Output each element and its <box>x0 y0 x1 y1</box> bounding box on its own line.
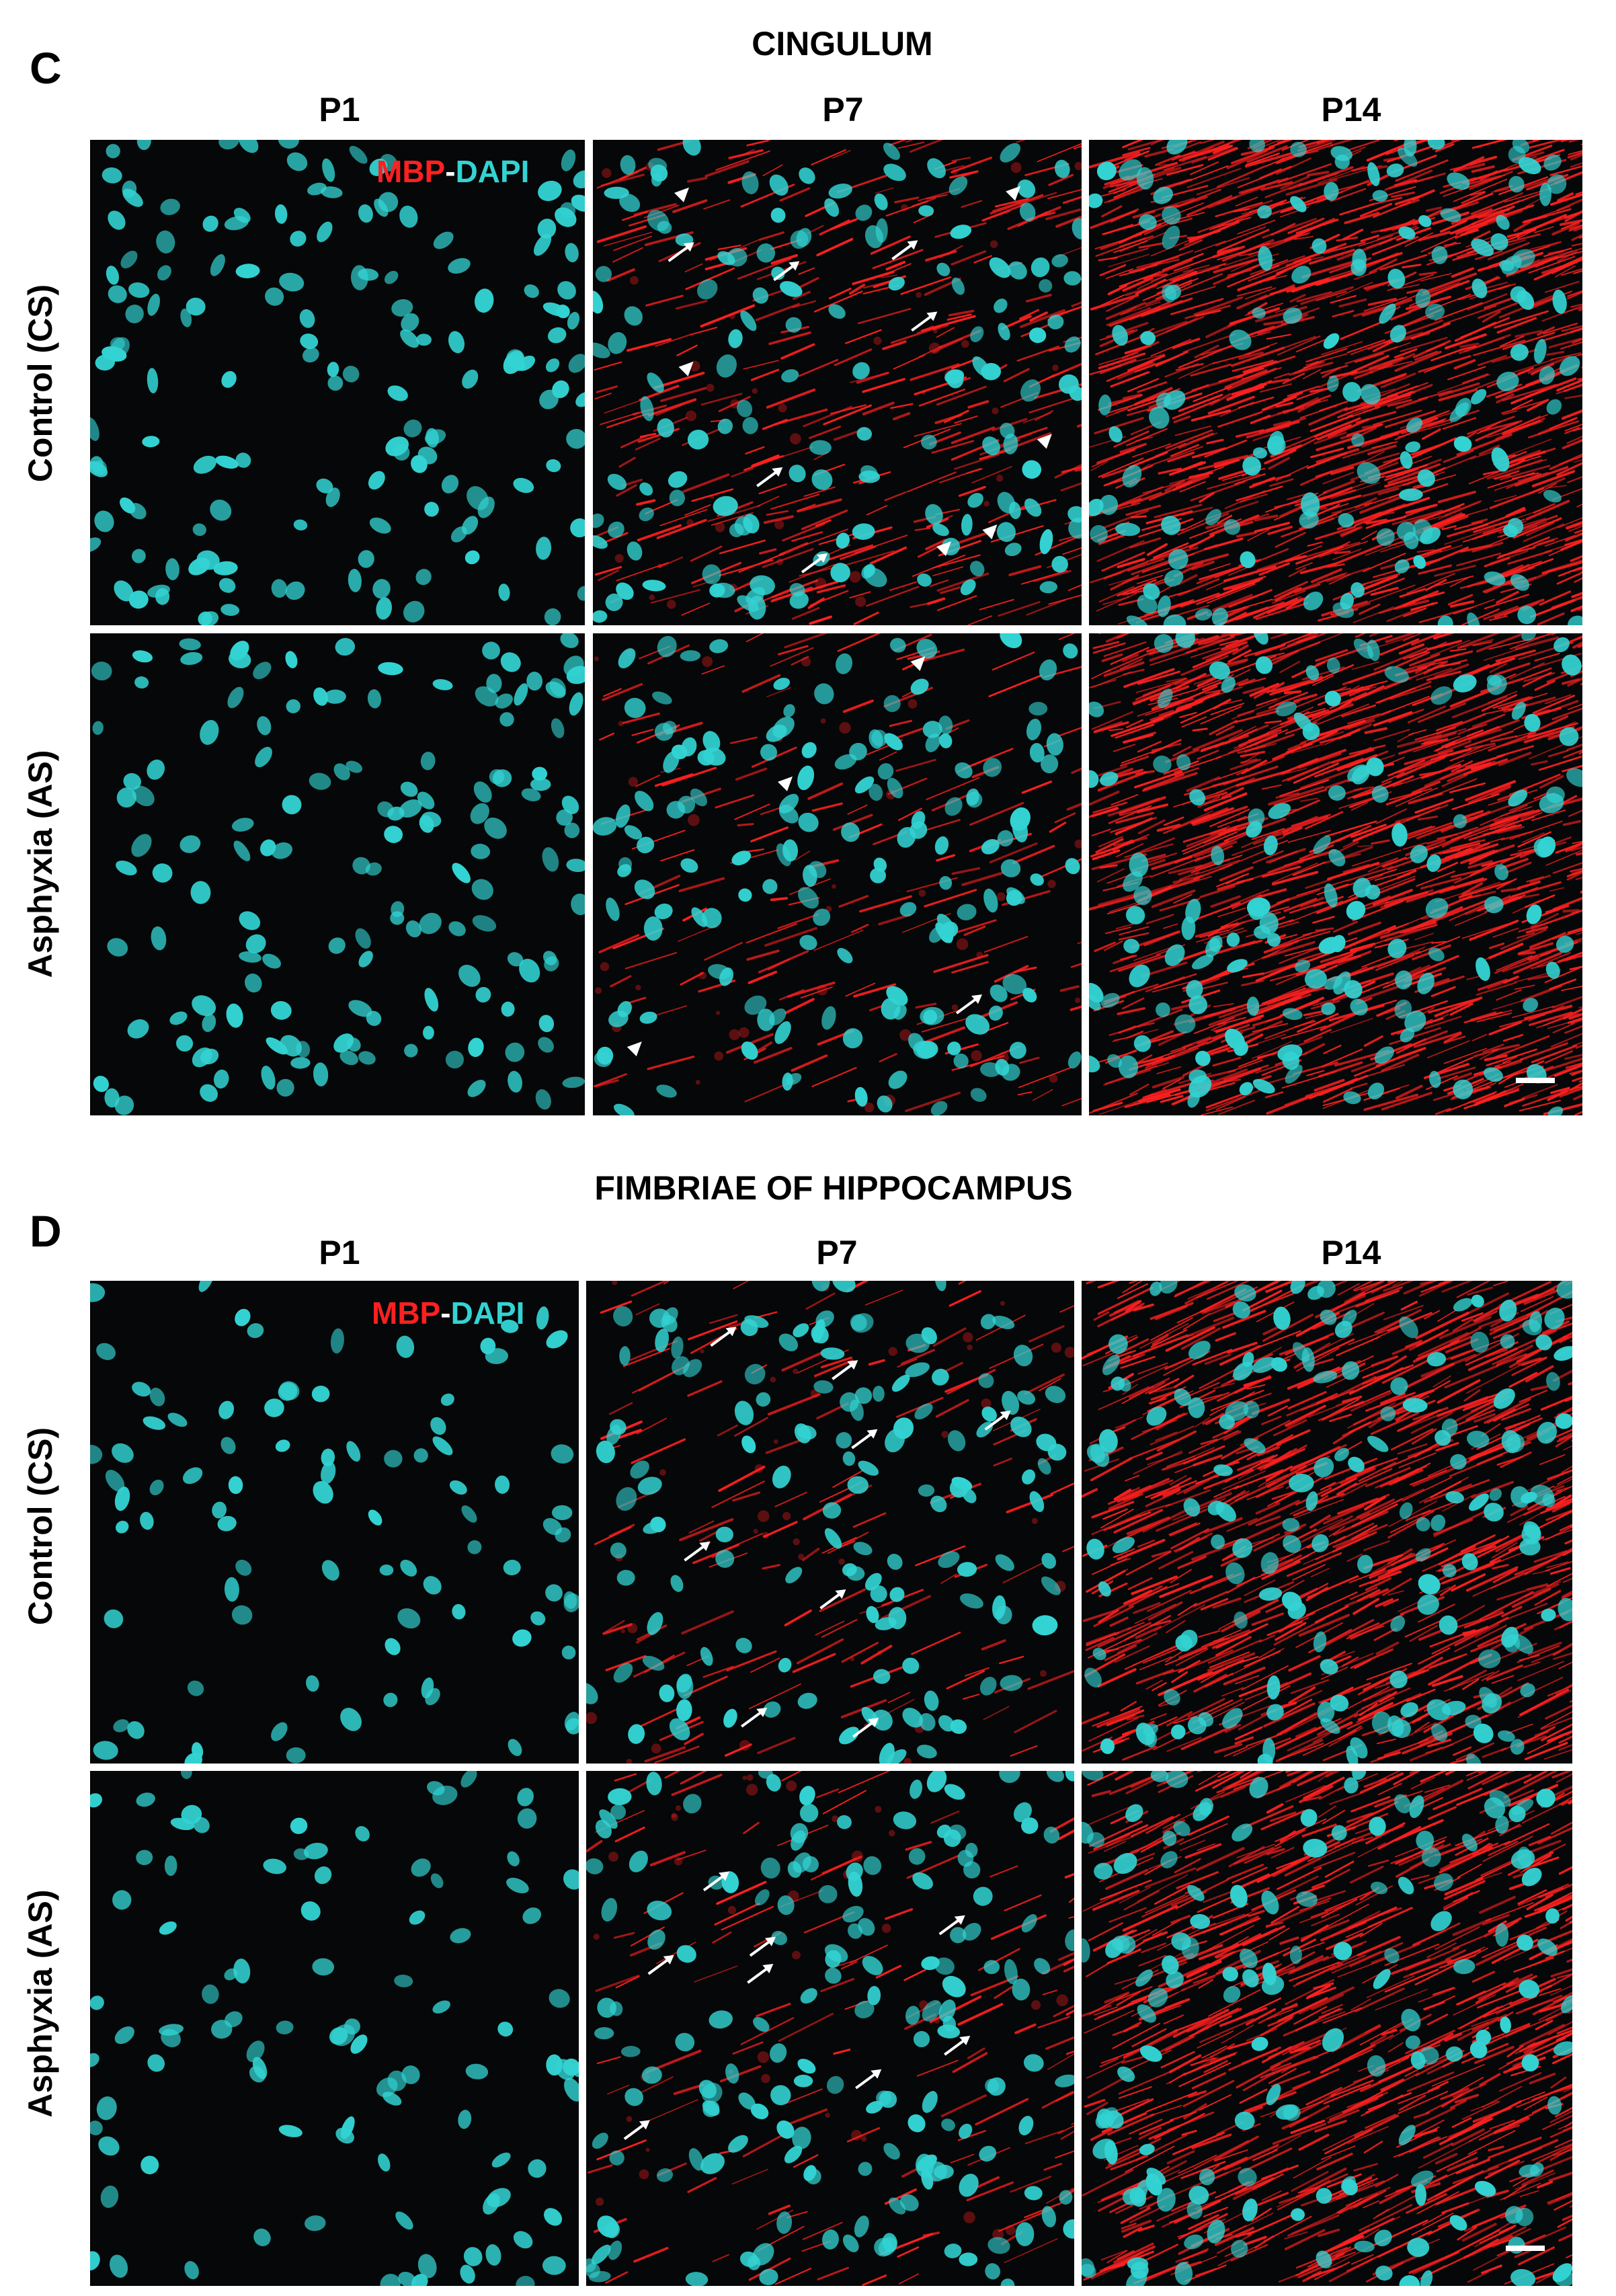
micrograph-drawing <box>90 1771 579 2286</box>
micrograph-drawing <box>90 140 585 625</box>
section-title-fimbriae: FIMBRIAE OF HIPPOCAMPUS <box>594 1169 1073 1207</box>
micrograph-d-asphyxia-p14 <box>1082 1771 1572 2286</box>
micrograph-drawing <box>593 140 1082 625</box>
micrograph-drawing <box>90 1281 579 1764</box>
row-label-asphyxia: Asphyxia (AS) <box>22 750 59 978</box>
micrograph-c-asphyxia-p7 <box>593 633 1082 1115</box>
micrograph-drawing <box>586 1281 1074 1764</box>
row-label-control: Control (CS) <box>22 284 59 483</box>
section-title-cingulum: CINGULUM <box>752 25 933 63</box>
legend-dapi: DAPI <box>450 1296 525 1331</box>
micrograph-drawing <box>91 633 585 1115</box>
legend-d: MBP-DAPI <box>372 1298 524 1329</box>
legend-separator: - <box>440 1296 451 1331</box>
micrograph-drawing <box>1082 1281 1572 1764</box>
legend-mbp: MBP <box>372 1296 441 1331</box>
col-label-p7: P7 <box>816 1234 858 1271</box>
micrograph-d-control-p1 <box>90 1281 579 1764</box>
panel-letter-c: C <box>30 43 62 93</box>
micrograph-d-control-p7 <box>586 1281 1074 1764</box>
col-label-p1: P1 <box>319 91 360 128</box>
micrograph-drawing <box>1082 1771 1572 2286</box>
legend-dapi: DAPI <box>455 154 530 189</box>
row-label-control: Control (CS) <box>22 1427 59 1626</box>
micrograph-c-asphyxia-p14 <box>1089 633 1582 1115</box>
micrograph-c-control-p7 <box>593 140 1082 625</box>
scale-bar-d <box>1506 2246 1545 2251</box>
micrograph-drawing <box>1089 633 1582 1115</box>
micrograph-drawing <box>586 1771 1074 2286</box>
row-label-asphyxia: Asphyxia (AS) <box>22 1889 59 2118</box>
micrograph-c-control-p14 <box>1089 140 1582 625</box>
micrograph-d-asphyxia-p7 <box>586 1771 1074 2286</box>
col-label-p1: P1 <box>319 1234 360 1271</box>
legend-mbp: MBP <box>376 154 446 189</box>
panel-letter-d: D <box>30 1206 62 1256</box>
col-label-p7: P7 <box>822 91 864 128</box>
col-label-p14: P14 <box>1321 91 1381 128</box>
col-label-p14: P14 <box>1321 1234 1381 1271</box>
micrograph-d-control-p14 <box>1082 1281 1572 1764</box>
micrograph-drawing <box>593 633 1082 1115</box>
legend-separator: - <box>445 154 456 189</box>
micrograph-d-asphyxia-p1 <box>90 1771 579 2286</box>
micrograph-c-asphyxia-p1 <box>90 633 585 1115</box>
scale-bar-c <box>1516 1078 1555 1083</box>
micrograph-c-control-p1 <box>90 140 585 625</box>
micrograph-drawing <box>1089 140 1582 625</box>
legend-c: MBP-DAPI <box>376 156 529 187</box>
